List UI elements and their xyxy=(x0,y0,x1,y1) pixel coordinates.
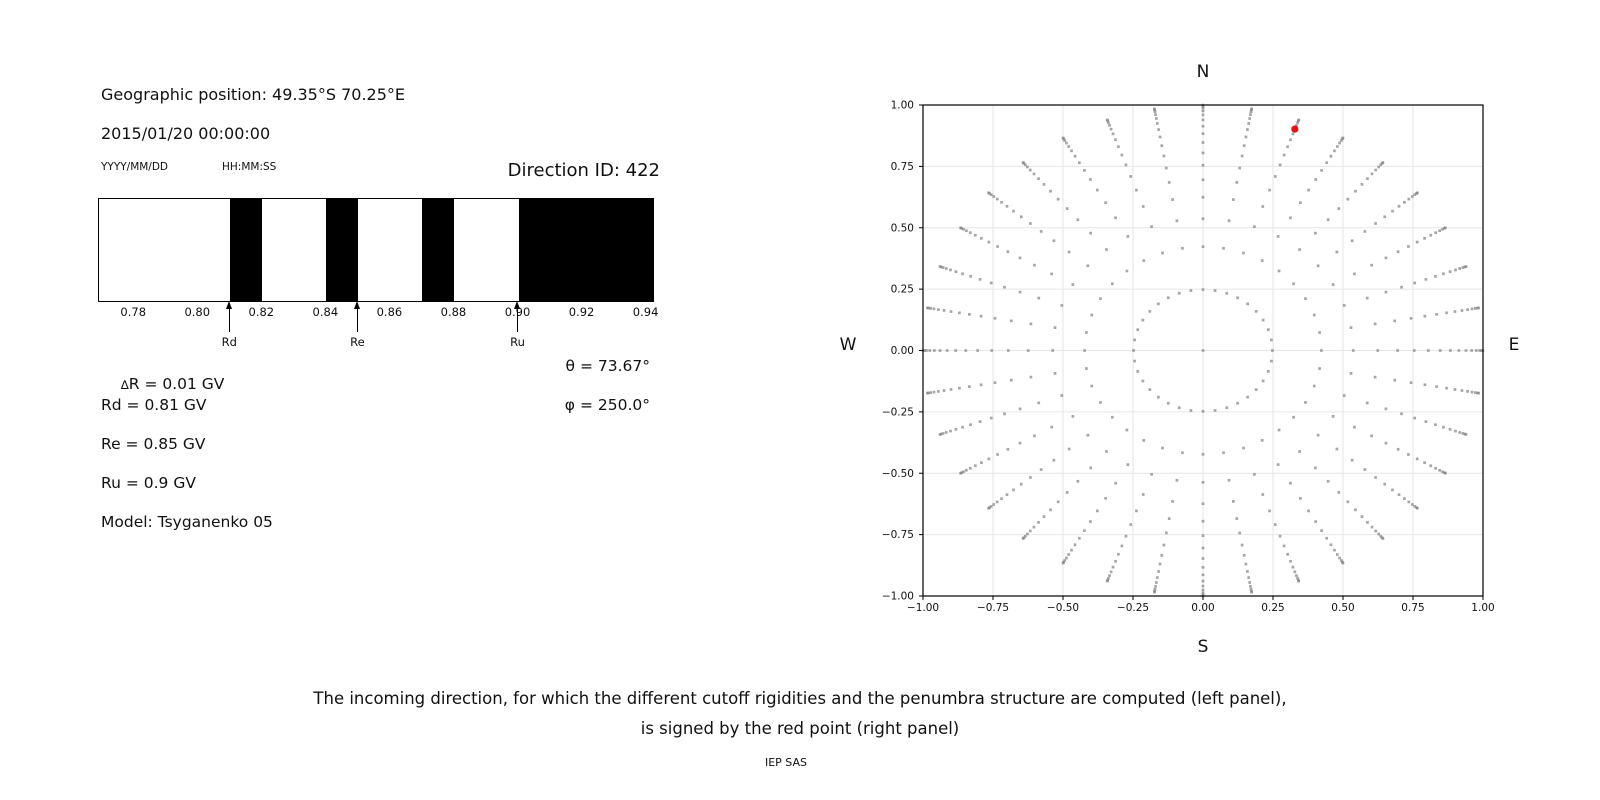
penumbra-barcode-plot xyxy=(98,198,654,302)
ru-value: Ru = 0.9 GV xyxy=(101,474,196,492)
phi-value: φ = 250.0° xyxy=(564,396,650,414)
compass-west-label: W xyxy=(839,335,857,355)
barcode-tick-label: 0.82 xyxy=(248,305,275,319)
barcode-tick-label: 0.88 xyxy=(440,305,467,319)
compass-east-label: E xyxy=(1508,335,1520,355)
x-tick-label: 1.00 xyxy=(1471,602,1494,614)
y-tick-label: 0.75 xyxy=(891,161,914,173)
y-tick-label: 0.00 xyxy=(891,345,914,357)
barcode-tick-label: 0.84 xyxy=(312,305,339,319)
theta-value: θ = 73.67° xyxy=(565,357,650,375)
y-tick-label: 0.50 xyxy=(891,222,914,234)
scatter-tick-labels: −1.00 −0.75 −0.50 −0.25 0.00 0.25 0.50 0.75 1.00… xyxy=(882,100,1495,615)
ru-arrow-label: Ru xyxy=(510,335,525,349)
barcode-tick-label: 0.80 xyxy=(184,305,211,319)
re-arrow-shaft xyxy=(356,308,358,332)
caption-line-2: is signed by the red point (right panel) xyxy=(640,719,960,738)
y-tick-label: −1.00 xyxy=(882,591,914,603)
compass-north-label: N xyxy=(1196,62,1210,82)
barcode-tick-label: 0.86 xyxy=(376,305,403,319)
penumbra-forbidden-band xyxy=(422,199,455,301)
penumbra-forbidden-band xyxy=(518,199,653,301)
geographic-position-text: Geographic position: 49.35°S 70.25°E xyxy=(101,85,406,104)
selected-direction-red-point xyxy=(1291,125,1299,133)
delta-r-value: ∆R = 0.01 GV xyxy=(101,357,225,411)
re-arrow-label: Re xyxy=(350,335,365,349)
delta-symbol: ∆ xyxy=(120,378,129,392)
penumbra-forbidden-band xyxy=(326,199,359,301)
y-tick-label: 1.00 xyxy=(891,100,914,112)
x-tick-label: −0.50 xyxy=(1047,602,1079,614)
rd-arrow-head xyxy=(225,301,232,309)
penumbra-forbidden-band xyxy=(230,199,263,301)
x-tick-label: 0.00 xyxy=(1191,602,1214,614)
x-tick-label: −0.75 xyxy=(977,602,1009,614)
rd-arrow-shaft xyxy=(228,308,230,332)
x-tick-label: −1.00 xyxy=(907,602,939,614)
ru-arrow-head xyxy=(513,301,520,309)
y-tick-label: 0.25 xyxy=(891,284,914,296)
model-text: Model: Tsyganenko 05 xyxy=(101,513,273,531)
credit-text: IEP SAS xyxy=(764,756,808,769)
caption-line-1: The incoming direction, for which the di… xyxy=(313,689,1287,708)
barcode-tick-label: 0.78 xyxy=(120,305,147,319)
y-tick-label: −0.50 xyxy=(882,468,914,480)
barcode-tick-label: 0.92 xyxy=(568,305,595,319)
ru-arrow-shaft xyxy=(516,308,519,332)
direction-id-text: Direction ID: 422 xyxy=(507,160,660,181)
x-tick-label: −0.25 xyxy=(1117,602,1149,614)
barcode-tick-label: 0.94 xyxy=(632,305,659,319)
datetime-text: 2015/01/20 00:00:00 xyxy=(101,124,271,143)
re-arrow-head xyxy=(353,301,360,309)
y-tick-label: −0.25 xyxy=(882,406,914,418)
y-tick-label: −0.75 xyxy=(882,529,914,541)
x-tick-label: 0.50 xyxy=(1331,602,1354,614)
rd-arrow-label: Rd xyxy=(221,335,237,349)
time-format-label: HH:MM:SS xyxy=(222,161,277,173)
x-tick-label: 0.75 xyxy=(1401,602,1424,614)
date-format-label: YYYY/MM/DD xyxy=(101,161,169,173)
scatter-ticks xyxy=(919,104,1484,600)
x-tick-label: 0.25 xyxy=(1261,602,1284,614)
rd-value: Rd = 0.81 GV xyxy=(101,396,207,414)
delta-r-rest: R = 0.01 GV xyxy=(128,375,225,393)
compass-south-label: S xyxy=(1197,637,1209,657)
re-value: Re = 0.85 GV xyxy=(101,435,206,453)
direction-dots xyxy=(921,103,1485,598)
